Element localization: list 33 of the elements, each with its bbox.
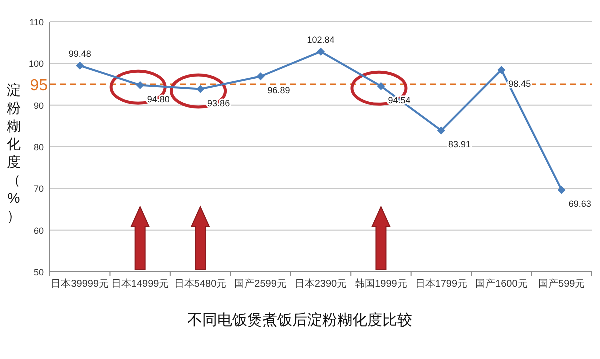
y-tick-label: 60 — [34, 226, 44, 236]
ref-line-label: 95 — [30, 78, 48, 94]
y-tick-label: 50 — [34, 268, 44, 278]
x-tick-label: 日本2390元 — [294, 278, 348, 290]
data-label: 102.84 — [307, 34, 335, 45]
point — [498, 66, 506, 74]
data-label: 96.89 — [268, 86, 290, 96]
y-tick-label: 80 — [34, 142, 44, 152]
y-tick-label: 110 — [30, 18, 44, 28]
y-tick-label: 70 — [34, 184, 44, 194]
x-tick-label: 韩国1999元 — [355, 278, 408, 290]
point — [136, 81, 144, 90]
y-axis-title: 淀粉糊化度（%） — [7, 82, 21, 224]
point — [377, 82, 386, 90]
point — [558, 186, 566, 194]
point — [437, 126, 446, 135]
x-tick-label: 日本5480元 — [174, 278, 227, 290]
y-tick-label: 90 — [34, 100, 44, 111]
x-tick-label: 国产1600元 — [476, 278, 528, 290]
y-tick-label: 100 — [28, 59, 44, 70]
x-tick-label: 国产599元 — [538, 278, 586, 290]
data-label: 83.91 — [448, 140, 471, 150]
x-tick-label: 国产2599元 — [234, 278, 287, 290]
point — [76, 62, 84, 70]
x-tick-label: 日本1799元 — [415, 278, 468, 290]
data-label: 69.63 — [568, 199, 592, 210]
point — [256, 72, 265, 81]
data-label: 99.48 — [68, 48, 92, 59]
point — [196, 85, 205, 94]
x-tick-label: 日本39999元 — [51, 278, 110, 290]
text: 不同电饭煲煮饭后淀粉糊化度比较 — [188, 312, 412, 329]
x-tick-label: 日本14999元 — [111, 278, 170, 290]
point — [317, 48, 325, 56]
